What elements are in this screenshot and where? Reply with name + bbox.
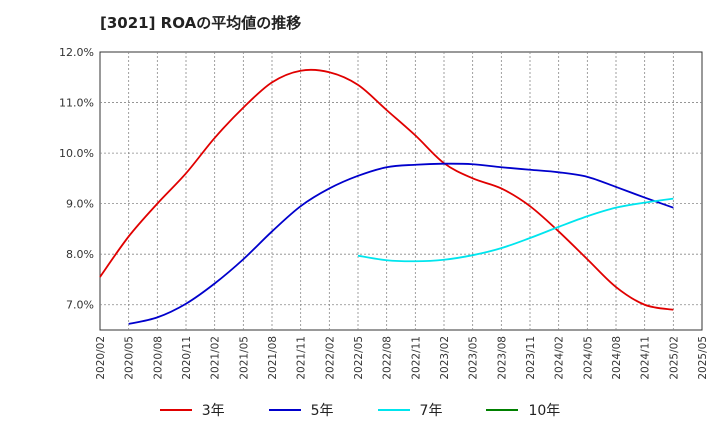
series-7y-line xyxy=(357,197,674,263)
y-tick-label: 11.0% xyxy=(59,97,94,110)
x-tick-label: 2022/05 xyxy=(353,336,365,380)
y-tick-label: 12.0% xyxy=(59,46,94,59)
legend-label-10y: 10年 xyxy=(528,403,561,419)
x-tick-label: 2024/05 xyxy=(582,336,594,380)
x-tick-label: 2023/02 xyxy=(439,336,451,380)
x-tick-label: 2024/08 xyxy=(611,336,623,380)
x-tick-label: 2022/11 xyxy=(410,336,422,380)
x-tick-label: 2023/11 xyxy=(525,336,537,380)
legend-swatch-7y xyxy=(377,409,410,411)
chart-title: [3021] ROAの平均値の推移 xyxy=(100,14,302,32)
y-tick-label: 10.0% xyxy=(59,147,94,160)
legend-item-5y: 5年 xyxy=(268,400,334,420)
y-tick-label: 8.0% xyxy=(66,248,94,261)
legend-label-5y: 5年 xyxy=(310,403,334,419)
y-tick-label: 9.0% xyxy=(66,198,94,211)
series-5y-line xyxy=(128,162,674,325)
y-tick-label: 7.0% xyxy=(66,299,94,312)
x-tick-label: 2021/05 xyxy=(238,336,250,380)
legend-swatch-10y xyxy=(486,409,519,411)
x-tick-label: 2023/08 xyxy=(496,336,508,380)
x-tick-label: 2021/11 xyxy=(296,336,308,380)
x-tick-label: 2020/11 xyxy=(181,336,193,380)
legend-item-10y: 10年 xyxy=(486,400,560,420)
x-tick-label: 2021/08 xyxy=(267,336,279,380)
x-tick-label: 2025/05 xyxy=(697,336,709,380)
x-tick-label: 2025/02 xyxy=(668,336,680,380)
legend-swatch-5y xyxy=(268,409,301,411)
x-tick-label: 2020/02 xyxy=(95,336,107,380)
x-tick-label: 2021/02 xyxy=(210,336,222,380)
legend-item-3y: 3年 xyxy=(159,400,225,420)
x-tick-label: 2020/08 xyxy=(152,336,164,380)
x-tick-label: 2024/02 xyxy=(554,336,566,380)
x-tick-label: 2020/05 xyxy=(124,336,136,380)
plot-area xyxy=(99,51,703,331)
x-tick-label: 2022/08 xyxy=(382,336,394,380)
legend: 3年 5年 7年 10年 xyxy=(0,400,720,420)
x-tick-label: 2024/11 xyxy=(640,336,652,380)
line-chart: 2020/02 2020/05 2020/08 2020/11 2021/02 2021/… xyxy=(59,46,709,380)
x-tick-label: 2023/05 xyxy=(468,336,480,380)
legend-swatch-3y xyxy=(159,409,192,411)
legend-item-7y: 7年 xyxy=(377,400,443,420)
legend-label-7y: 7年 xyxy=(419,403,443,419)
x-tick-label: 2022/02 xyxy=(324,336,336,380)
series-3y-line xyxy=(99,68,674,311)
legend-label-3y: 3年 xyxy=(201,403,225,419)
